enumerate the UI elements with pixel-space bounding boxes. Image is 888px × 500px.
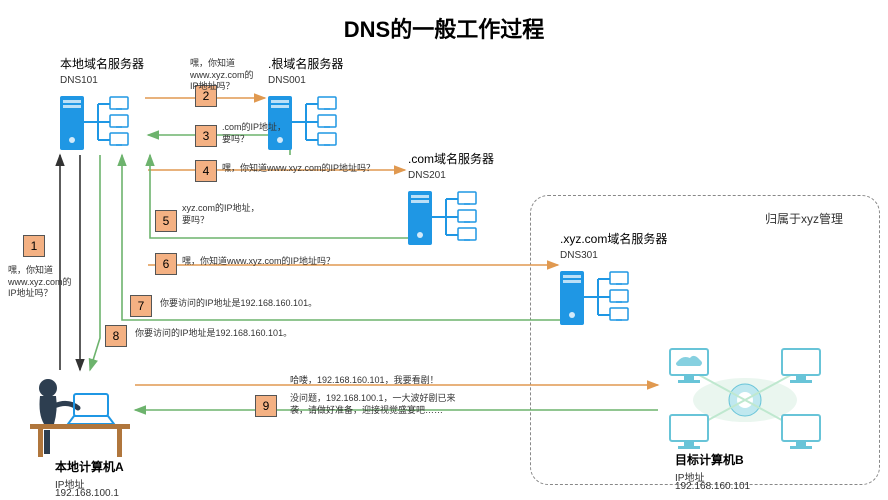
step-box-5: 5 — [155, 210, 177, 232]
step-text-6: 嘿，你知道www.xyz.com的IP地址吗？ — [182, 256, 335, 268]
label-server-root-name: DNS001 — [268, 75, 306, 86]
label-server-com-title: .com域名服务器 — [408, 152, 494, 168]
server-xyz — [560, 267, 642, 334]
step-box-6: 6 — [155, 253, 177, 275]
step-text-4: 嘿，你知道www.xyz.com的IP地址吗？ — [222, 163, 375, 175]
step-text-9a: 哈喽，192.168.160.101，我要看剧！ — [290, 373, 439, 386]
step-text-7: 你要访问的IP地址是192.168.160.101。 — [160, 298, 317, 310]
host-a-icon — [20, 370, 140, 465]
host-b-title: 目标计算机B — [675, 453, 744, 469]
step-box-1: 1 — [23, 235, 45, 257]
arrow-a8 — [90, 155, 100, 370]
label-server-xyz-name: DNS301 — [560, 250, 598, 261]
page-title: DNS的一般工作过程 — [0, 12, 888, 44]
arrow-a7 — [122, 155, 578, 320]
step-box-8: 8 — [105, 325, 127, 347]
step-text-2: 嘿，你知道 www.xyz.com的 IP地址吗？ — [190, 58, 254, 93]
label-server-com-name: DNS201 — [408, 170, 446, 181]
step-text-5: xyz.com的IP地址， 要吗？ — [182, 203, 260, 226]
label-server-local-title: 本地域名服务器 — [60, 57, 144, 73]
host-b-ip: 192.168.160.101 — [675, 481, 750, 492]
label-server-xyz-title: .xyz.com域名服务器 — [560, 232, 667, 248]
label-server-root-title: .根域名服务器 — [268, 57, 343, 73]
host-a-ip: 192.168.100.1 — [55, 488, 119, 499]
step-text-3: .com的IP地址， 要吗？ — [222, 122, 286, 145]
step-box-7: 7 — [130, 295, 152, 317]
step-box-3: 3 — [195, 125, 217, 147]
step-text-8: 你要访问的IP地址是192.168.160.101。 — [135, 328, 292, 340]
host-b-icon — [660, 345, 830, 460]
cluster-label: 归属于xyz管理 — [765, 210, 843, 227]
step-text-1: 嘿，你知道 www.xyz.com的 IP地址吗？ — [8, 265, 72, 300]
server-com — [408, 187, 490, 254]
host-a-title: 本地计算机A — [55, 460, 124, 476]
step-box-4: 4 — [195, 160, 217, 182]
label-server-local-name: DNS101 — [60, 75, 98, 86]
server-local — [60, 92, 142, 159]
step-box-9: 9 — [255, 395, 277, 417]
step-text-9b: 没问题，192.168.100.1，一大波好剧已来 袭，请做好准备，迎接视觉盛宴… — [290, 393, 456, 416]
